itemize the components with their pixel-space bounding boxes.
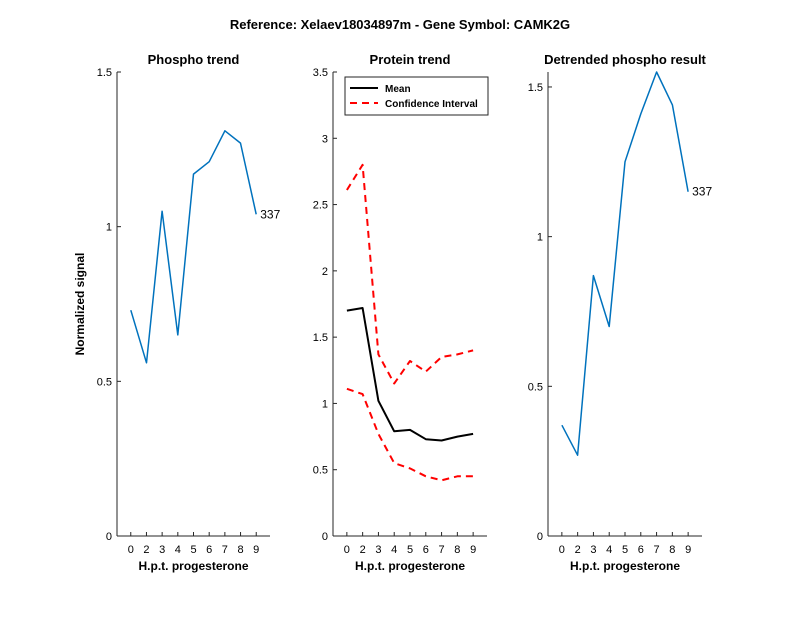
x-tick-label: 2 <box>360 544 366 556</box>
y-tick-label: 1.5 <box>313 332 328 344</box>
y-tick-label: 2 <box>322 266 328 278</box>
y-tick-label: 3 <box>322 133 328 145</box>
legend-entry: Mean <box>385 84 411 95</box>
y-tick-label: 0.5 <box>97 376 112 388</box>
x-axis-label: H.p.t. progesterone <box>138 559 248 573</box>
x-tick-label: 0 <box>128 544 134 556</box>
x-tick-label: 8 <box>669 544 675 556</box>
y-tick-label: 3.5 <box>313 67 328 79</box>
x-tick-label: 0 <box>559 544 565 556</box>
x-tick-label: 0 <box>344 544 350 556</box>
x-tick-label: 3 <box>159 544 165 556</box>
x-tick-label: 4 <box>175 544 181 556</box>
x-tick-label: 4 <box>391 544 397 556</box>
series-line-3 <box>346 387 474 482</box>
legend-entry: Confidence Interval <box>385 99 478 110</box>
chart-title: Detrended phospho result <box>544 52 706 67</box>
x-tick-label: 5 <box>407 544 413 556</box>
y-axis-label: Normalized signal <box>73 253 87 356</box>
x-axis-label: H.p.t. progesterone <box>570 559 680 573</box>
legend: Mean Confidence Interval <box>344 76 489 116</box>
x-tick-label: 7 <box>439 544 445 556</box>
y-tick-label: 0.5 <box>528 381 543 393</box>
x-tick-label: 8 <box>237 544 243 556</box>
x-tick-label: 4 <box>606 544 612 556</box>
x-tick-label: 2 <box>143 544 149 556</box>
y-tick-label: 1 <box>106 222 112 234</box>
y-tick-label: 1.5 <box>97 67 112 79</box>
series-line-2 <box>346 163 474 385</box>
x-tick-label: 6 <box>206 544 212 556</box>
end-point-label: 337 <box>260 207 280 221</box>
y-tick-label: 0 <box>322 531 328 543</box>
end-point-label: 337 <box>692 185 712 199</box>
x-tick-label: 3 <box>590 544 596 556</box>
series-line-1 <box>346 307 474 442</box>
x-tick-label: 6 <box>638 544 644 556</box>
x-tick-label: 7 <box>222 544 228 556</box>
y-tick-label: 0.5 <box>313 465 328 477</box>
x-tick-label: 9 <box>470 544 476 556</box>
y-tick-label: 0 <box>537 531 543 543</box>
x-tick-label: 6 <box>423 544 429 556</box>
x-tick-label: 9 <box>253 544 259 556</box>
x-tick-label: 5 <box>190 544 196 556</box>
x-tick-label: 9 <box>685 544 691 556</box>
x-axis-label: H.p.t. progesterone <box>355 559 465 573</box>
chart-title: Protein trend <box>370 52 451 67</box>
legend-box <box>344 76 489 116</box>
y-tick-label: 0 <box>106 531 112 543</box>
x-tick-label: 3 <box>375 544 381 556</box>
series-line-1 <box>561 71 689 456</box>
y-tick-label: 1.5 <box>528 82 543 94</box>
y-tick-label: 1 <box>322 398 328 410</box>
chart-title: Phospho trend <box>148 52 240 67</box>
figure-suptitle: Reference: Xelaev18034897m - Gene Symbol… <box>230 17 570 32</box>
x-tick-label: 5 <box>622 544 628 556</box>
y-tick-label: 1 <box>537 232 543 244</box>
series-line-1 <box>130 130 257 364</box>
x-tick-label: 2 <box>575 544 581 556</box>
y-tick-label: 2.5 <box>313 200 328 212</box>
x-tick-label: 7 <box>654 544 660 556</box>
x-tick-label: 8 <box>454 544 460 556</box>
